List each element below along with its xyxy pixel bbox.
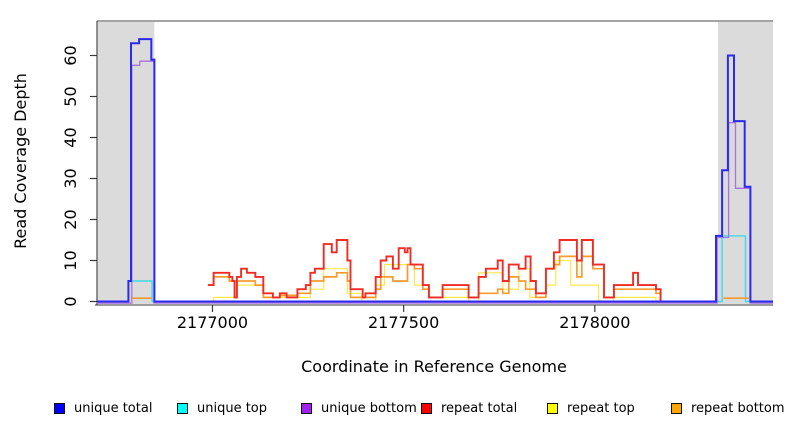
- legend-label: repeat total: [441, 400, 518, 416]
- legend-swatch-unique-total: [54, 402, 65, 414]
- x-axis-title: Coordinate in Reference Genome: [301, 357, 567, 376]
- y-tick-label: 40: [61, 127, 80, 147]
- y-tick-label: 10: [61, 250, 80, 270]
- y-tick-label: 30: [61, 168, 80, 188]
- x-tick-label: 2178000: [559, 313, 630, 332]
- legend-item-unique-bottom: unique bottom: [301, 400, 417, 416]
- legend-item-repeat-bottom: repeat bottom: [671, 400, 785, 416]
- series-line-unique-bottom: [97, 60, 773, 304]
- y-axis-title: Read Coverage Depth: [11, 73, 30, 249]
- series-line-unique-total: [97, 38, 773, 303]
- x-tick-label: 2177500: [368, 313, 439, 332]
- legend-label: unique bottom: [321, 400, 417, 416]
- legend-swatch-repeat-bottom: [671, 402, 682, 414]
- y-tick-label: 20: [61, 209, 80, 229]
- shaded-region: [97, 22, 155, 304]
- legend-label: repeat bottom: [691, 400, 785, 416]
- y-tick-label: 60: [61, 45, 80, 65]
- series-line-unique-top: [97, 235, 773, 303]
- x-tick-label: 2177000: [177, 313, 248, 332]
- y-tick-label: 0: [61, 296, 80, 306]
- legend-swatch-repeat-top: [547, 402, 558, 414]
- legend-item-unique-top: unique top: [177, 400, 267, 416]
- legend-label: unique total: [74, 400, 153, 416]
- legend-label: repeat top: [567, 400, 635, 416]
- legend-swatch-repeat-total: [421, 402, 432, 414]
- series-line-repeat-total: [207, 239, 668, 303]
- chart-svg: 2177000 2177500 2178000 0 10 20 30 40 50 60 Coord…: [11, 20, 773, 376]
- legend-item-repeat-top: repeat top: [547, 400, 635, 416]
- y-tick-label: 50: [61, 86, 80, 106]
- legend-item-unique-total: unique total: [54, 400, 152, 416]
- series-line-repeat-top: [207, 259, 668, 303]
- legend-item-repeat-total: repeat total: [421, 400, 517, 416]
- legend-swatch-unique-bottom: [301, 402, 312, 414]
- legend-label: unique top: [197, 400, 268, 416]
- legend-swatch-unique-top: [177, 402, 188, 414]
